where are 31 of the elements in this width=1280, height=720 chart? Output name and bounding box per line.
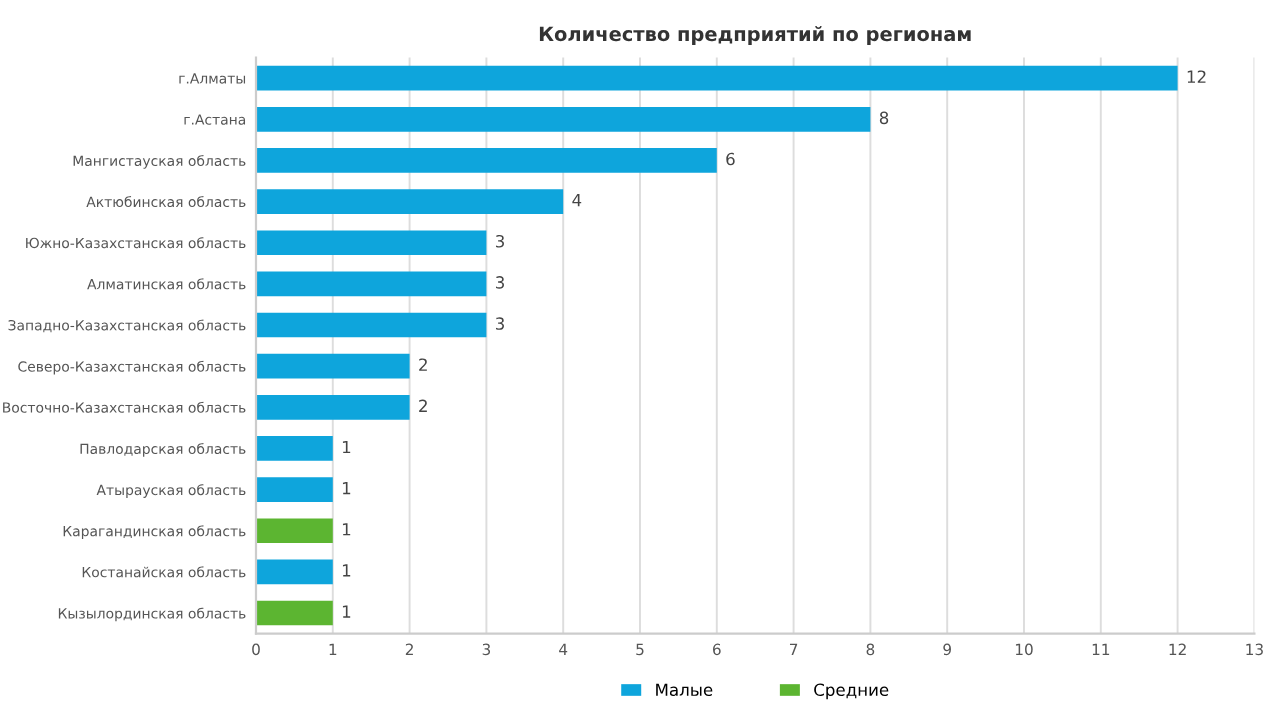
data-label: 2 xyxy=(419,399,427,412)
bar xyxy=(256,436,333,461)
data-label: 6 xyxy=(726,152,735,166)
legend-label: Малые xyxy=(656,683,713,697)
data-label: 1 xyxy=(342,482,351,495)
data-label: 1 xyxy=(342,605,351,618)
bar xyxy=(256,230,487,256)
bar xyxy=(256,477,333,502)
data-label: 1 xyxy=(342,523,351,536)
bar xyxy=(256,65,1178,91)
bar xyxy=(256,312,487,338)
chart-title: Количество предприятий по регионам xyxy=(539,26,971,45)
bar xyxy=(256,148,717,173)
bar xyxy=(256,559,333,585)
data-label: 3 xyxy=(496,317,504,330)
bar xyxy=(256,518,333,544)
bar xyxy=(256,189,564,214)
data-label: 2 xyxy=(419,358,427,371)
bar xyxy=(256,271,487,297)
data-label: 3 xyxy=(496,276,504,289)
data-label: 12 xyxy=(1187,70,1206,83)
data-label: 8 xyxy=(879,111,889,125)
bar xyxy=(256,106,871,132)
data-label: 1 xyxy=(342,564,351,577)
bar xyxy=(256,353,410,379)
data-label: 3 xyxy=(496,234,504,248)
data-label: 1 xyxy=(342,440,351,454)
bar xyxy=(256,600,333,626)
legend-label: Средние xyxy=(814,683,889,700)
data-label: 4 xyxy=(572,194,582,207)
bar xyxy=(256,394,410,420)
